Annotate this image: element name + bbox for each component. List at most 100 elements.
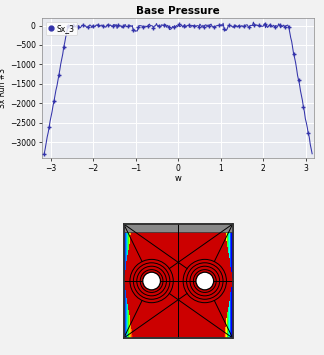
Bar xyxy=(227,224,228,338)
Bar xyxy=(224,238,226,241)
Bar xyxy=(130,224,131,338)
Bar xyxy=(130,235,133,238)
Bar xyxy=(127,224,128,338)
Bar xyxy=(224,287,231,290)
Bar xyxy=(132,227,133,230)
Bar xyxy=(125,284,133,287)
Bar xyxy=(127,258,133,261)
Bar xyxy=(224,318,226,321)
Bar xyxy=(229,224,230,338)
Bar xyxy=(224,312,227,315)
Bar xyxy=(132,224,133,338)
Bar xyxy=(224,284,232,287)
Bar xyxy=(132,332,133,335)
Bar xyxy=(224,329,225,332)
Bar xyxy=(129,244,133,247)
Bar xyxy=(124,281,133,284)
Bar xyxy=(224,244,227,247)
Bar xyxy=(125,273,133,275)
X-axis label: w: w xyxy=(175,174,182,184)
Bar xyxy=(128,224,129,338)
Bar xyxy=(124,224,233,338)
Circle shape xyxy=(196,272,214,290)
Bar xyxy=(124,275,133,278)
Bar xyxy=(231,224,232,338)
Bar xyxy=(126,261,133,264)
Bar xyxy=(224,250,228,252)
Bar xyxy=(224,267,231,270)
Bar xyxy=(224,235,226,238)
Bar xyxy=(127,255,133,258)
Bar xyxy=(128,304,133,307)
Bar xyxy=(130,238,133,241)
Bar xyxy=(224,275,232,278)
Bar xyxy=(130,321,133,324)
Bar xyxy=(128,307,133,310)
Bar xyxy=(125,290,133,293)
Bar xyxy=(130,318,133,321)
Bar xyxy=(129,312,133,315)
Bar xyxy=(224,290,231,293)
Bar xyxy=(131,233,133,235)
Bar xyxy=(224,227,225,230)
Bar xyxy=(132,329,133,332)
Bar xyxy=(224,298,229,301)
Bar xyxy=(224,304,229,307)
Bar xyxy=(126,293,133,295)
Bar xyxy=(232,224,233,338)
Bar xyxy=(131,324,133,327)
Legend: Sx_3: Sx_3 xyxy=(46,22,77,35)
Bar xyxy=(224,255,229,258)
Bar xyxy=(131,224,132,338)
Bar xyxy=(125,267,133,270)
Bar xyxy=(224,230,225,233)
Bar xyxy=(225,224,226,338)
Bar xyxy=(224,301,229,304)
Bar xyxy=(131,230,133,233)
Bar xyxy=(224,233,226,235)
Bar xyxy=(224,270,231,273)
Bar xyxy=(224,241,227,244)
Bar xyxy=(128,250,133,252)
Bar xyxy=(125,287,133,290)
Bar xyxy=(126,295,133,298)
Bar xyxy=(126,264,133,267)
Bar xyxy=(224,252,229,255)
Bar xyxy=(224,327,225,329)
Bar xyxy=(224,293,230,295)
Title: Base Pressure: Base Pressure xyxy=(136,6,220,16)
Bar xyxy=(224,247,228,250)
Bar xyxy=(228,224,229,338)
Y-axis label: Sx Run #3: Sx Run #3 xyxy=(0,68,7,108)
Bar xyxy=(224,295,230,298)
Bar xyxy=(224,258,229,261)
Bar xyxy=(224,278,233,281)
Bar xyxy=(125,270,133,273)
Bar xyxy=(125,224,126,338)
Bar xyxy=(124,224,125,338)
Bar xyxy=(224,224,225,338)
Bar xyxy=(130,315,133,318)
Bar xyxy=(224,264,230,267)
Bar xyxy=(124,278,133,281)
Bar xyxy=(130,241,133,244)
Bar xyxy=(224,321,226,324)
Bar xyxy=(224,273,232,275)
Bar xyxy=(124,224,233,338)
Bar xyxy=(129,247,133,250)
Bar xyxy=(126,224,127,338)
Bar xyxy=(132,224,133,227)
Bar xyxy=(224,310,228,312)
Bar xyxy=(124,224,233,232)
Bar xyxy=(127,298,133,301)
Circle shape xyxy=(143,272,160,290)
Bar xyxy=(224,261,230,264)
Bar xyxy=(224,324,226,327)
Bar xyxy=(127,301,133,304)
Bar xyxy=(230,224,231,338)
Bar xyxy=(224,307,228,310)
Bar xyxy=(131,327,133,329)
Bar xyxy=(129,310,133,312)
Bar xyxy=(128,252,133,255)
Bar xyxy=(129,224,130,338)
